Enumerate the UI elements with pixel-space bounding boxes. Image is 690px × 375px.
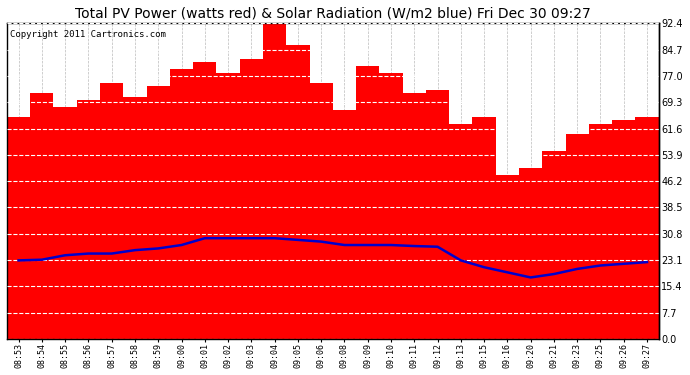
Bar [124,96,146,339]
Bar [146,86,170,339]
Bar [263,18,286,339]
Bar [193,62,217,339]
Bar [30,93,54,339]
Title: Total PV Power (watts red) & Solar Radiation (W/m2 blue) Fri Dec 30 09:27: Total PV Power (watts red) & Solar Radia… [75,7,591,21]
Bar [333,110,356,339]
Bar [170,69,193,339]
Bar [495,175,519,339]
Text: Copyright 2011 Cartronics.com: Copyright 2011 Cartronics.com [10,30,166,39]
Bar [473,117,495,339]
Bar [7,117,30,339]
Bar [239,59,263,339]
Bar [566,134,589,339]
Bar [310,83,333,339]
Bar [589,124,612,339]
Bar [542,151,566,339]
Bar [612,120,635,339]
Bar [635,117,659,339]
Bar [100,83,124,339]
Bar [403,93,426,339]
Bar [356,66,380,339]
Bar [519,168,542,339]
Bar [54,107,77,339]
Bar [449,124,473,339]
Bar [380,73,403,339]
Bar [426,90,449,339]
Bar [77,100,100,339]
Bar [286,45,310,339]
Bar [217,73,239,339]
